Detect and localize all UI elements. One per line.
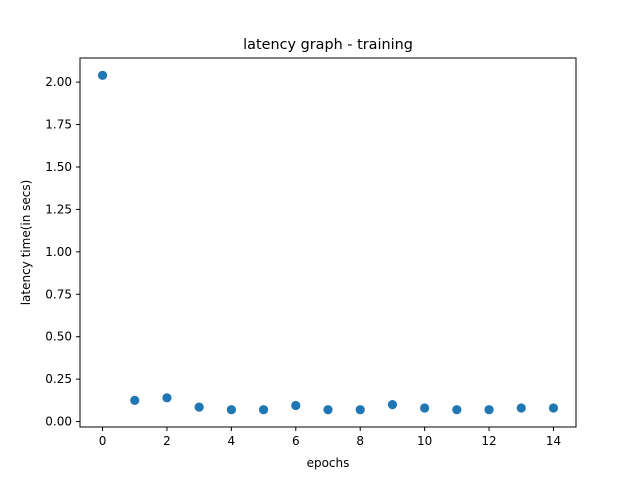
y-tick-label: 0.75: [45, 287, 72, 301]
data-point-epoch-1: [130, 395, 140, 405]
x-tick-label: 8: [356, 434, 364, 448]
y-axis: 0.00 0.25 0.50 0.75 1.00 1.25 1.50 1.75 2.00: [45, 75, 80, 429]
x-tick-label: 14: [546, 434, 561, 448]
x-tick-label: 6: [292, 434, 300, 448]
x-tick-label: 2: [163, 434, 171, 448]
plot-frame: [79, 57, 577, 428]
y-tick-label: 0.00: [45, 415, 72, 429]
data-point-epoch-5: [258, 405, 269, 415]
data-point-epoch-9: [387, 400, 398, 410]
data-point-epoch-14: [548, 403, 559, 413]
x-tick-label: 10: [417, 434, 432, 448]
y-tick-label: 1.75: [45, 118, 72, 132]
data-point-epoch-4: [226, 405, 236, 415]
data-point-epoch-10: [420, 403, 430, 413]
x-tick-label: 12: [481, 434, 496, 448]
data-point-epoch-2: [162, 393, 172, 403]
x-axis: 0 2 4 6 8 10 12 14: [99, 427, 561, 448]
data-point-epoch-7: [323, 405, 333, 415]
y-tick-label: 0.25: [45, 372, 72, 386]
y-tick-label: 1.00: [45, 245, 72, 259]
data-point-epoch-6: [291, 400, 301, 411]
x-tick-label: 0: [99, 434, 107, 448]
data-point-epoch-0: [97, 70, 108, 80]
y-tick-label: 1.25: [45, 202, 72, 216]
y-axis-title: latency time(in secs): [19, 180, 33, 306]
data-point-epoch-13: [516, 403, 526, 413]
x-tick-label: 4: [228, 434, 236, 448]
data-point-epoch-8: [355, 405, 365, 415]
data-point-epoch-3: [194, 402, 204, 412]
data-point-epoch-11: [452, 405, 462, 415]
plot-area: [97, 70, 559, 415]
chart-title: latency graph - training: [243, 37, 413, 53]
data-point-epoch-12: [484, 405, 494, 415]
x-axis-title: epochs: [307, 456, 350, 470]
y-tick-label: 2.00: [45, 75, 72, 89]
y-tick-label: 1.50: [45, 160, 72, 174]
y-tick-label: 0.50: [45, 330, 72, 344]
